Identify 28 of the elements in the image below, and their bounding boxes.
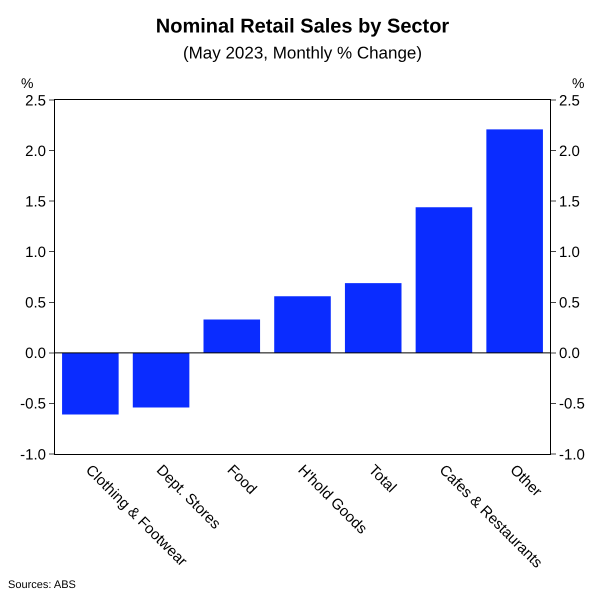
y-tick-label: 1.0 [25,244,46,261]
y2-tick-label: -1.0 [559,446,585,464]
y2-tick-label: 1.5 [559,193,580,210]
y2-tick-label: -0.5 [559,396,585,413]
bar [344,283,402,353]
y2-tick-label: 2.5 [559,92,580,110]
source-note: Sources: ABS [8,579,76,591]
y2-tick-label: 0.0 [559,345,580,362]
y-tick-label: 0.0 [25,345,46,362]
y-tick-label: 2.0 [25,142,46,160]
bar [62,352,119,415]
y2-tick-label: 2.0 [559,142,580,160]
chart-subtitle: (May 2023, Monthly % Change) [182,44,422,63]
bar [416,207,472,353]
y-axis-title: % [21,75,34,91]
y-tick-label: 0.5 [25,294,46,312]
bar [486,129,543,353]
y2-tick-label: 1.0 [559,244,580,261]
bar [132,352,190,408]
bar [204,319,260,353]
y-tick-label: 2.5 [25,92,46,110]
bar [274,296,331,353]
y-tick-label: -0.5 [20,396,46,413]
y2-tick-label: 0.5 [559,294,580,312]
y-tick-label: -1.0 [20,446,46,464]
y2-axis-title: % [572,75,584,91]
y-tick-label: 1.5 [25,193,46,210]
chart-title: Nominal Retail Sales by Sector [156,16,450,38]
